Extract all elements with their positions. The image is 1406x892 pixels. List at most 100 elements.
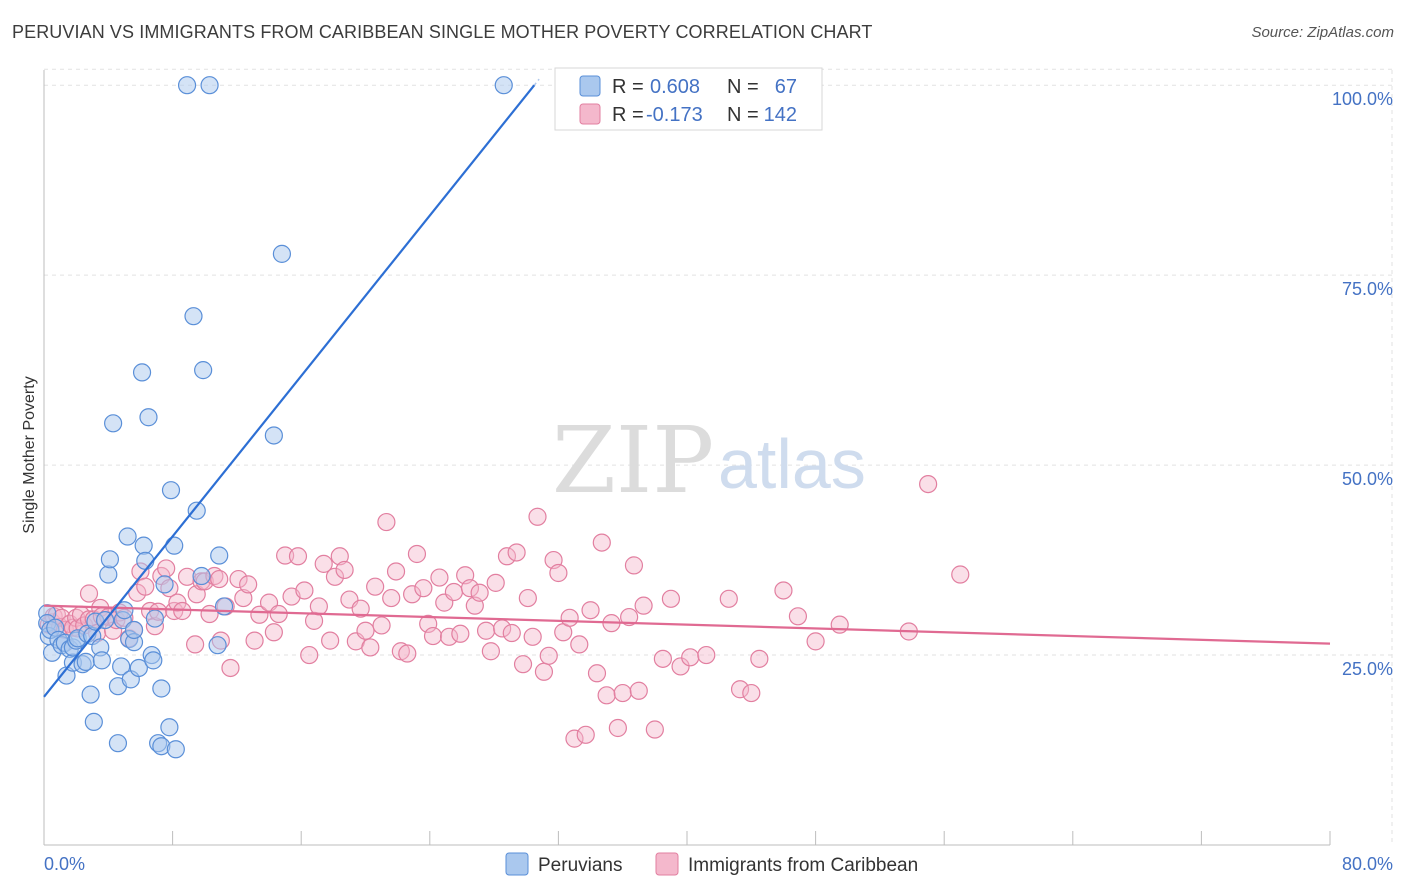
bottom-legend-caribbean: Immigrants from Caribbean bbox=[688, 855, 918, 876]
y-axis-label: Single Mother Poverty bbox=[21, 376, 38, 533]
caribbean-point-65 bbox=[321, 631, 340, 650]
legend-swatch-peruvians bbox=[579, 75, 601, 97]
peruvian-point-58 bbox=[194, 361, 213, 380]
caribbean-point-76 bbox=[377, 512, 396, 532]
x-tick-labels: 0.0% 80.0% bbox=[44, 854, 1393, 874]
peruvian-point-44 bbox=[144, 651, 163, 670]
peruvian-point-45 bbox=[145, 609, 165, 628]
chart-title: PERUVIAN VS IMMIGRANTS FROM CARIBBEAN SI… bbox=[12, 22, 873, 42]
peruvian-point-57 bbox=[192, 566, 211, 586]
peruvian-point-39 bbox=[132, 363, 152, 382]
peruvian-point-49 bbox=[155, 575, 174, 594]
peruvian-point-54 bbox=[177, 76, 197, 95]
caribbean-point-106 bbox=[534, 662, 554, 681]
legend-n-value-1: 67 bbox=[775, 76, 797, 98]
caribbean-points bbox=[39, 474, 970, 748]
caribbean-point-82 bbox=[407, 544, 427, 564]
caribbean-point-56 bbox=[269, 604, 288, 624]
caribbean-point-116 bbox=[587, 664, 607, 683]
peruvian-point-59 bbox=[200, 76, 219, 95]
caribbean-point-124 bbox=[629, 681, 648, 700]
bottom-legend: Peruvians Immigrants from Caribbean bbox=[505, 852, 918, 876]
caribbean-point-127 bbox=[653, 649, 672, 668]
caribbean-point-107 bbox=[539, 646, 558, 665]
caribbean-point-90 bbox=[451, 624, 470, 643]
caribbean-point-62 bbox=[304, 611, 324, 630]
legend-swatch-caribbean bbox=[579, 103, 601, 125]
caribbean-point-132 bbox=[719, 589, 738, 608]
caribbean-point-129 bbox=[671, 657, 690, 676]
caribbean-point-117 bbox=[592, 533, 611, 552]
peruvian-point-38 bbox=[129, 658, 148, 678]
peruvian-point-26 bbox=[100, 550, 120, 569]
caribbean-point-77 bbox=[382, 588, 401, 608]
caribbean-point-73 bbox=[361, 638, 380, 657]
legend-r-value-2: -0.173 bbox=[646, 104, 703, 126]
caribbean-point-72 bbox=[356, 621, 375, 640]
peruvian-point-50 bbox=[160, 718, 179, 737]
caribbean-point-63 bbox=[309, 597, 328, 616]
peruvian-point-52 bbox=[165, 536, 184, 555]
caribbean-point-50 bbox=[234, 588, 253, 608]
caribbean-point-139 bbox=[830, 615, 849, 634]
peruvian-point-16 bbox=[76, 652, 95, 671]
y-tick-label-1: 50.0% bbox=[1342, 469, 1393, 489]
peruvian-point-27 bbox=[104, 414, 123, 433]
bottom-legend-peruvians: Peruvians bbox=[538, 855, 623, 876]
caribbean-point-51 bbox=[239, 575, 258, 594]
chart-source: Source: ZipAtlas.com bbox=[1251, 24, 1394, 41]
caribbean-point-60 bbox=[295, 581, 314, 600]
peruvian-point-42 bbox=[139, 408, 158, 427]
caribbean-point-33 bbox=[157, 559, 176, 578]
trend-lines bbox=[43, 78, 1331, 698]
caribbean-point-120 bbox=[608, 718, 627, 738]
caribbean-point-28 bbox=[136, 577, 155, 596]
caribbean-point-64 bbox=[314, 554, 333, 573]
legend-r-label-1: R = bbox=[612, 76, 644, 98]
caribbean-point-83 bbox=[414, 579, 433, 598]
peruvian-trend-line bbox=[43, 84, 536, 698]
caribbean-point-112 bbox=[565, 729, 584, 748]
caribbean-point-80 bbox=[398, 644, 417, 663]
peruvian-point-30 bbox=[112, 657, 131, 676]
caribbean-point-137 bbox=[788, 607, 808, 626]
caribbean-point-66 bbox=[325, 567, 345, 586]
caribbean-point-86 bbox=[430, 568, 449, 587]
caribbean-point-135 bbox=[750, 649, 769, 668]
caribbean-point-49 bbox=[229, 569, 248, 589]
caribbean-point-114 bbox=[576, 725, 595, 744]
caribbean-point-36 bbox=[168, 593, 187, 612]
caribbean-point-122 bbox=[620, 607, 639, 627]
caribbean-point-97 bbox=[486, 573, 505, 592]
caribbean-point-130 bbox=[681, 648, 700, 667]
peruvian-point-40 bbox=[134, 536, 153, 555]
caribbean-point-52 bbox=[245, 631, 264, 650]
caribbean-point-74 bbox=[366, 577, 385, 596]
peruvian-point-41 bbox=[136, 551, 155, 570]
caribbean-point-136 bbox=[774, 581, 793, 600]
caribbean-point-59 bbox=[288, 547, 308, 566]
bottom-legend-swatch-peruvians bbox=[505, 852, 529, 876]
peruvian-point-32 bbox=[115, 601, 134, 620]
legend-n-value-2: 142 bbox=[764, 104, 797, 126]
peruvian-point-65 bbox=[494, 76, 513, 95]
caribbean-point-14 bbox=[79, 584, 99, 603]
caribbean-point-55 bbox=[264, 623, 283, 642]
caribbean-point-109 bbox=[549, 563, 568, 583]
bottom-legend-swatch-caribbean bbox=[655, 852, 679, 876]
peruvian-point-64 bbox=[272, 244, 292, 263]
x-tick-label-0: 0.0% bbox=[44, 854, 85, 874]
caribbean-point-61 bbox=[300, 645, 319, 665]
peruvian-points bbox=[38, 76, 513, 759]
grid-lines bbox=[44, 68, 1393, 845]
caribbean-point-88 bbox=[439, 627, 459, 646]
caribbean-point-100 bbox=[502, 623, 521, 643]
legend-r-value-1: 0.608 bbox=[650, 76, 700, 98]
caribbean-point-111 bbox=[560, 608, 579, 627]
caribbean-point-94 bbox=[470, 583, 489, 602]
caribbean-point-67 bbox=[330, 547, 349, 566]
peruvian-point-25 bbox=[99, 565, 118, 584]
peruvian-point-29 bbox=[108, 734, 128, 753]
caribbean-point-89 bbox=[444, 582, 464, 602]
